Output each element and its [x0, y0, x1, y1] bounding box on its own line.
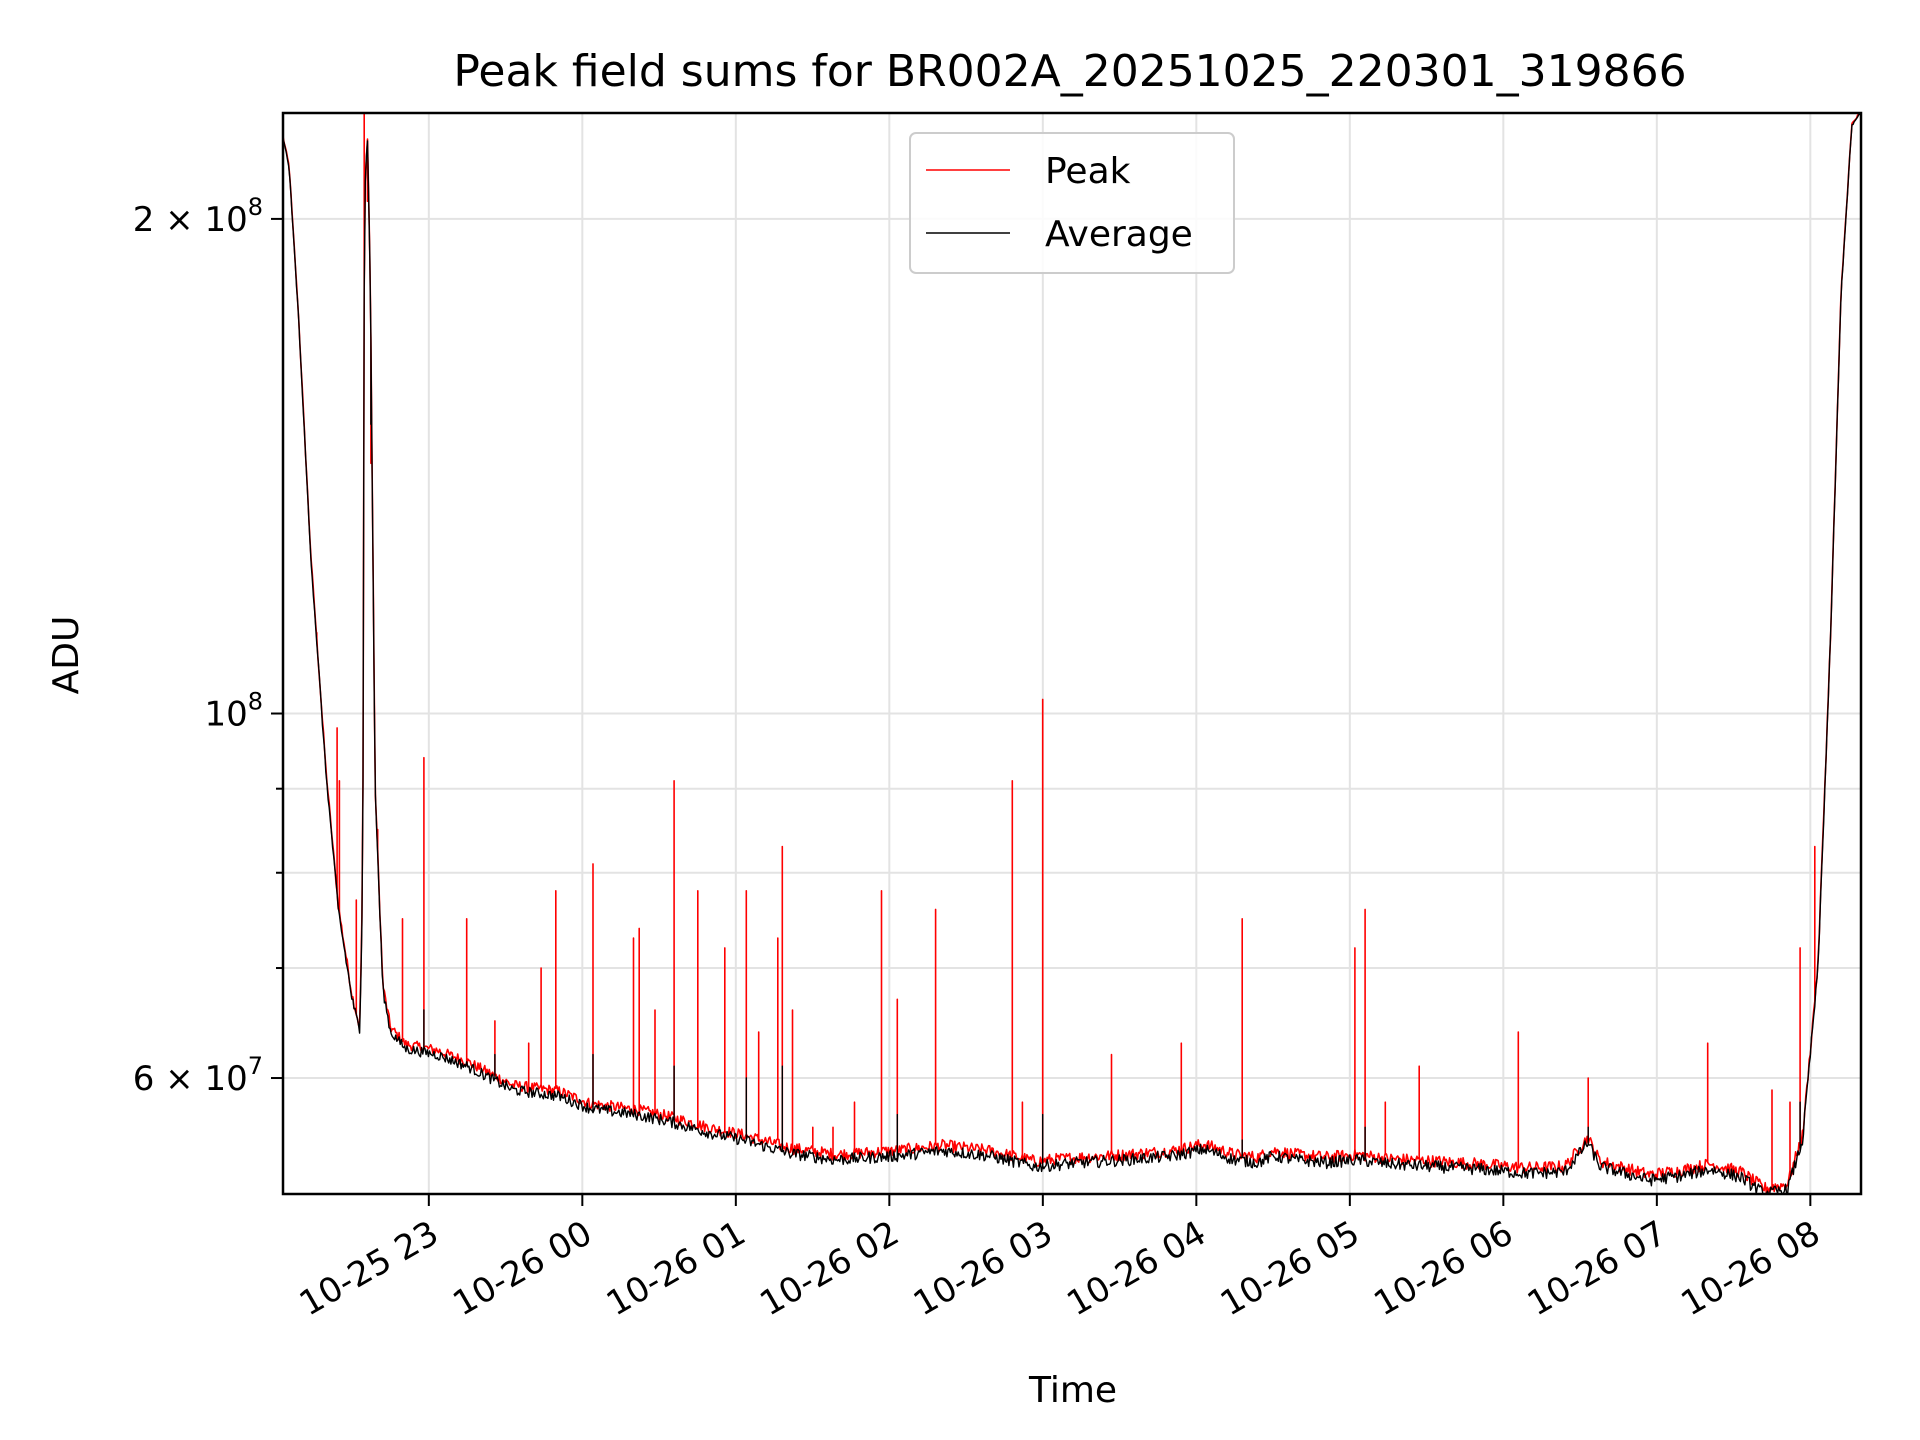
series-line-peak	[282, 112, 1861, 1194]
plot-area-frame	[281, 111, 1863, 1196]
y-tick-label: 108	[204, 688, 263, 735]
y-axis-label: ADU	[46, 616, 87, 695]
y-tick-label: 2 × 108	[133, 193, 263, 240]
legend-label-peak: Peak	[1045, 151, 1131, 192]
series-layer	[282, 112, 1862, 1195]
legend-label-average: Average	[1045, 214, 1193, 255]
x-axis-label: Time	[1028, 1370, 1117, 1411]
legend: Peak Average	[909, 132, 1235, 274]
series-line-average	[282, 112, 1862, 1195]
legend-box	[909, 132, 1235, 274]
y-tick-label: 6 × 107	[133, 1052, 263, 1099]
chart-title: Peak field sums for BR002A_20251025_2203…	[453, 46, 1686, 97]
